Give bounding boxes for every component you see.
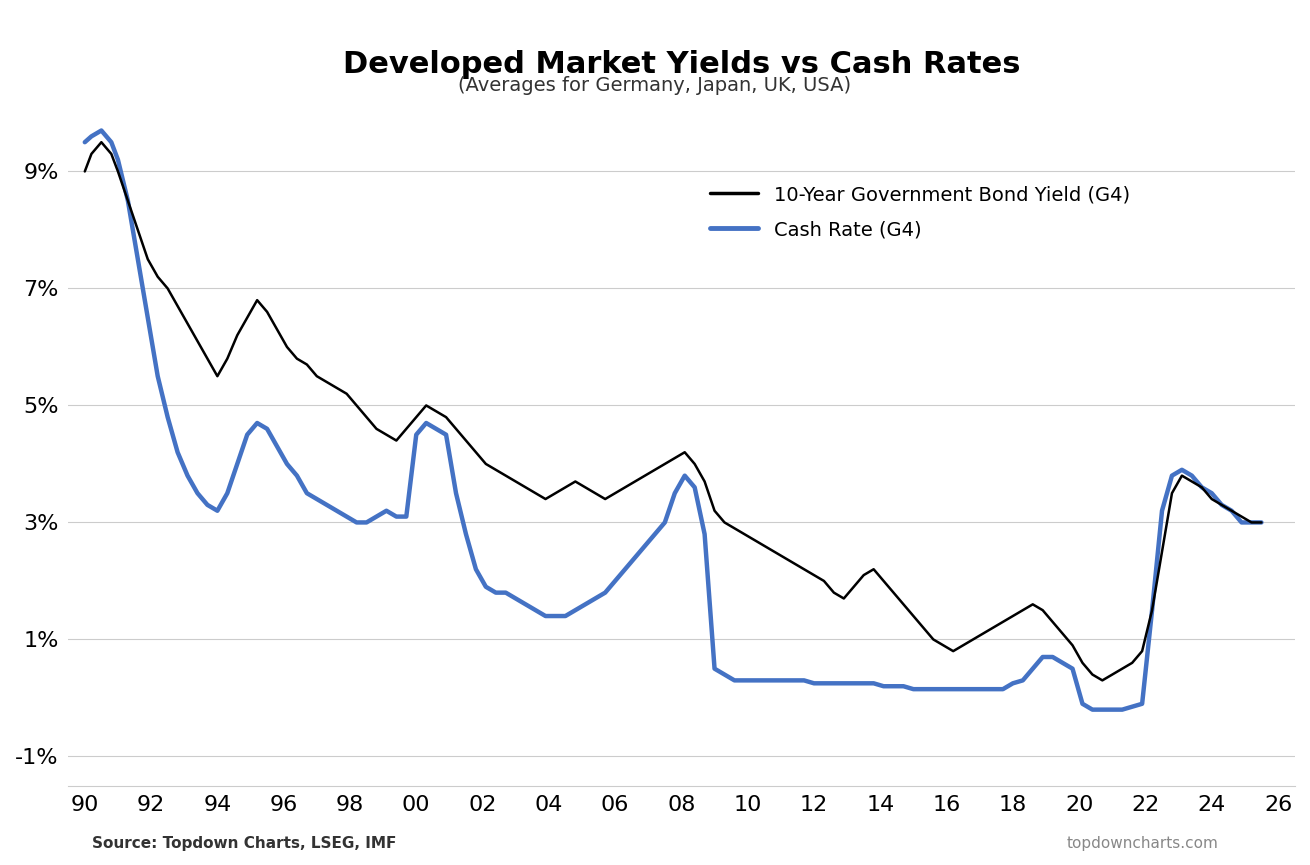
Legend: 10-Year Government Bond Yield (G4), Cash Rate (G4): 10-Year Government Bond Yield (G4), Cash… — [702, 177, 1137, 247]
Title: Developed Market Yields vs Cash Rates: Developed Market Yields vs Cash Rates — [343, 49, 1020, 79]
Text: (Averages for Germany, Japan, UK, USA): (Averages for Germany, Japan, UK, USA) — [458, 76, 852, 95]
Text: Source: Topdown Charts, LSEG, IMF: Source: Topdown Charts, LSEG, IMF — [92, 836, 396, 850]
Text: topdowncharts.com: topdowncharts.com — [1066, 836, 1218, 850]
